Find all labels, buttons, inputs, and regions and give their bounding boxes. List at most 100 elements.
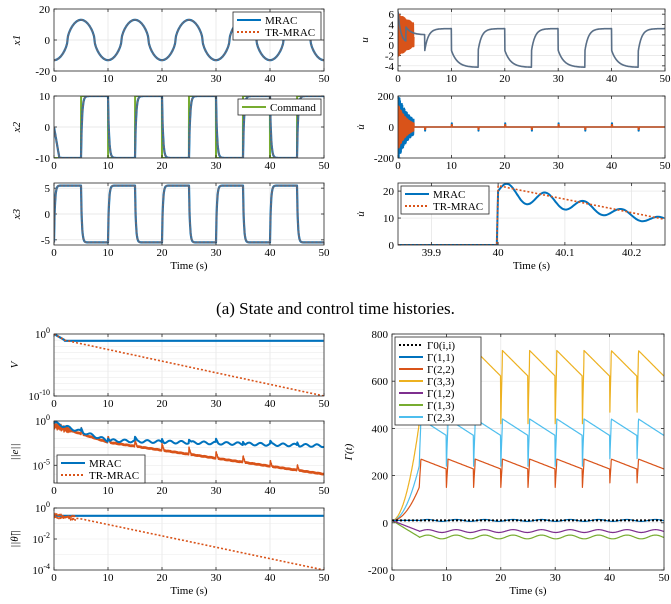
x-tick-label: 20 <box>157 398 169 410</box>
line-gamma-12 <box>392 519 664 534</box>
axes-frame <box>53 182 325 246</box>
x-tick-label: 50 <box>660 160 671 172</box>
y-axis-label: x3 <box>11 208 23 220</box>
x-tick-label: 10 <box>103 398 115 410</box>
x-tick-label: 20 <box>157 485 169 497</box>
series-group <box>54 184 324 244</box>
line-gamma-13 <box>392 519 664 540</box>
y-tick-label: -200 <box>374 153 395 165</box>
legend-label: Γ(1,3) <box>427 400 455 412</box>
y-tick-label: 0 <box>45 122 51 134</box>
x-tick-label: 40 <box>604 572 616 584</box>
legend-label: Γ(1,1) <box>427 352 455 364</box>
x-tick-label: 40 <box>265 73 277 85</box>
x-tick-label: 0 <box>51 247 57 259</box>
axes-frame <box>53 420 325 484</box>
legend-label: Γ(2,3) <box>427 412 455 424</box>
tick-label: 10-5 <box>32 457 50 472</box>
series-group <box>398 183 665 245</box>
x-tick-label: 0 <box>51 398 57 410</box>
y-axis-label: V <box>9 360 21 368</box>
x-tick-label: 0 <box>395 73 401 85</box>
x-tick-label: 30 <box>211 485 223 497</box>
y-tick-label: -10 <box>35 153 50 165</box>
y-tick-label: 0 <box>45 35 51 47</box>
y-axis-label: Γ(t) <box>343 443 355 461</box>
line-gamma-2 <box>392 458 664 521</box>
x-tick-label: 10 <box>441 572 453 584</box>
x-tick-label: 20 <box>157 73 169 85</box>
x-axis-label: Time (s) <box>513 260 551 272</box>
axes-frame <box>53 507 325 571</box>
x-tick-label: 20 <box>499 160 511 172</box>
series-group <box>54 512 324 570</box>
y-tick-label: 10 <box>39 91 51 103</box>
tick-label: 10-4 <box>32 562 50 577</box>
y-tick-label: 200 <box>372 471 389 483</box>
line-gamma-1 <box>392 418 664 521</box>
series-group <box>54 18 324 62</box>
x-tick-label: 0 <box>395 160 401 172</box>
x-tick-label: 0 <box>51 160 57 172</box>
axes-frame <box>397 182 666 246</box>
axes-frame <box>53 95 325 159</box>
y-tick-label: -5 <box>41 235 51 247</box>
line-trmrac <box>398 184 664 245</box>
y-tick-label: -4 <box>385 61 395 73</box>
x-tick-label: 40 <box>265 160 277 172</box>
chart-V: 100 10-100 10 20 30 40 50 V <box>9 326 330 410</box>
line-mrac <box>398 183 665 245</box>
y-axis-label: u <box>359 37 371 43</box>
legend-label: MRAC <box>433 189 465 201</box>
y-tick-label: 200 <box>378 91 395 103</box>
y-tick-label: 2 <box>389 30 395 42</box>
x-tick-label: 50 <box>659 572 671 584</box>
x-tick-label: 10 <box>103 160 115 172</box>
legend-label: TR-MRAC <box>265 27 315 39</box>
y-tick-label: 0 <box>383 518 389 530</box>
x-tick-label: 20 <box>157 572 169 584</box>
y-tick-label: 10 <box>383 213 395 225</box>
series-group <box>54 421 324 476</box>
legend-label: Γ(1,2) <box>427 388 455 400</box>
y-tick-label: -200 <box>368 565 389 577</box>
x-tick-label: 0 <box>51 572 57 584</box>
y-tick-label: 600 <box>372 376 389 388</box>
x-tick-label: 10 <box>103 485 115 497</box>
legend-label: Γ(3,3) <box>427 376 455 388</box>
x-tick-label: 20 <box>499 73 511 85</box>
x-tick-label: 50 <box>319 485 331 497</box>
x-tick-label: 50 <box>319 73 331 85</box>
y-tick-label: 0 <box>389 240 395 252</box>
x-tick-label: 30 <box>211 160 223 172</box>
y-tick-label: -2 <box>385 51 394 63</box>
y-tick-label: 0 <box>389 40 395 52</box>
x-tick-label: 30 <box>553 160 565 172</box>
x-tick-label: 10 <box>103 247 115 259</box>
y-axis-label: x2 <box>11 121 23 133</box>
figure-caption: (a) State and control time histories. <box>216 299 455 318</box>
tick-label: 10-2 <box>32 531 50 546</box>
axes-frame <box>397 8 666 72</box>
legend-box <box>56 454 146 484</box>
y-tick-label: 0 <box>45 209 51 221</box>
tick-label: 10-10 <box>28 388 50 403</box>
y-tick-label: 5 <box>45 183 51 195</box>
x-tick-label: 0 <box>51 73 57 85</box>
x-tick-label: 10 <box>103 572 115 584</box>
y-axis-label: u̇ <box>355 211 367 217</box>
x-tick-label: 20 <box>157 247 169 259</box>
x-tick-label: 40.2 <box>622 247 641 259</box>
x-tick-label: 50 <box>319 247 331 259</box>
x-tick-label: 50 <box>319 572 331 584</box>
x-tick-label: 40 <box>265 485 277 497</box>
y-tick-label: 20 <box>39 4 51 16</box>
axes-frame <box>53 333 325 397</box>
x-tick-label: 50 <box>319 398 331 410</box>
